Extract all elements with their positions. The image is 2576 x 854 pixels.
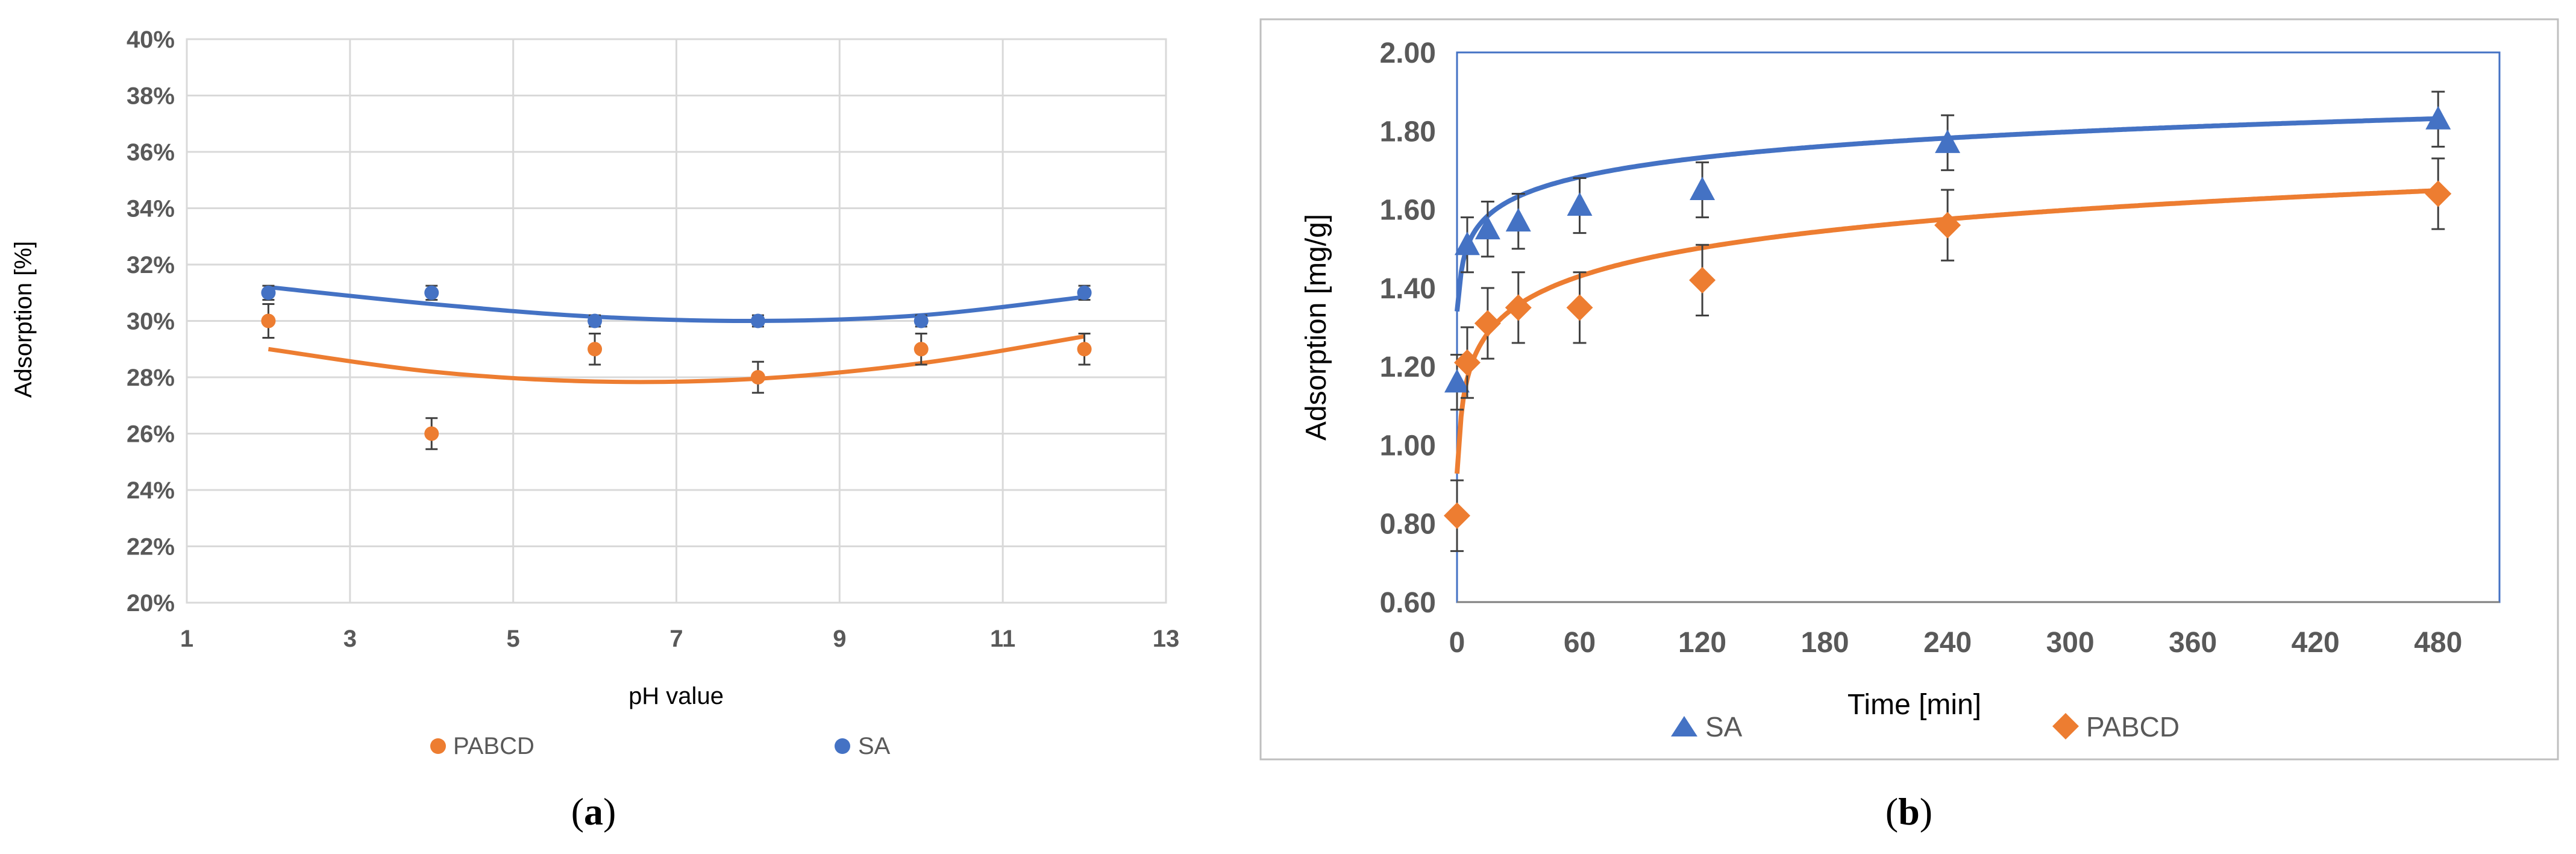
legend-b: SA PABCD [1671,711,2180,743]
point-pabcd [2425,180,2452,207]
y-tick-label: 22% [127,534,175,560]
x-tick-label: 1 [180,626,193,652]
x-tick-label: 360 [2169,627,2217,659]
x-tick-label: 300 [2046,627,2095,659]
y-tick-label: 20% [127,590,175,617]
legend-label-sa-a: SA [858,733,891,759]
point-sa [1454,231,1480,256]
point-pabcd [914,342,929,357]
y-tick-label: 1.00 [1380,430,1436,462]
point-sa [914,313,929,328]
y-axis-title-b: Adsorption [mg/g] [1300,214,1332,441]
y-tick-label: 24% [127,477,175,504]
y-tick-labels-a: 20% 22% 24% 26% 28% 30% 32% 34% 36% 38% 40% [127,27,175,617]
legend-label-pabcd-b: PABCD [2086,711,2180,743]
y-tick-label: 1.40 [1380,273,1436,305]
y-tick-label: 26% [127,421,175,448]
point-sa [750,313,765,328]
trendlines-a [268,284,1085,385]
point-pabcd [1474,310,1501,337]
legend-a: PABCD SA [430,733,891,759]
gridlines-a [187,38,1166,603]
trendline-sa [268,284,1085,324]
x-tick-label: 240 [1923,627,1972,659]
point-pabcd [750,370,765,385]
trendline-pabcd [268,334,1085,385]
y-tick-label: 0.60 [1380,587,1436,619]
y-tick-label: 34% [127,196,175,222]
point-pabcd [1444,502,1470,529]
legend-marker-pabcd-b [2052,713,2079,739]
point-pabcd [261,313,276,328]
y-tick-label: 1.80 [1380,116,1436,148]
data-points-b [1444,90,2452,552]
point-pabcd [424,426,439,441]
panel-label-a: (a) [571,790,616,833]
y-tick-label: 30% [127,309,175,335]
legend-marker-sa-a [835,738,850,754]
y-tick-label: 32% [127,252,175,278]
point-pabcd [1505,294,1532,321]
point-pabcd [1934,212,1961,239]
point-sa [588,313,603,328]
point-sa [1077,285,1092,300]
point-sa [1474,216,1500,240]
x-tick-label: 7 [669,626,683,652]
x-tick-label: 3 [343,626,357,652]
x-tick-label: 180 [1801,627,1849,659]
point-sa [1444,369,1470,393]
panel-label-b: (b) [1885,790,1932,833]
x-tick-label: 480 [2414,627,2462,659]
x-tick-label: 120 [1678,627,1726,659]
y-tick-labels-b: 0.60 0.80 1.00 1.20 1.40 1.60 1.80 2.00 [1380,37,1436,619]
point-sa [2425,105,2451,130]
point-pabcd [1077,342,1092,357]
x-axis-title-b: Time [min] [1847,689,1981,721]
x-tick-label: 60 [1564,627,1596,659]
point-sa [1567,192,1593,216]
y-tick-label: 36% [127,139,175,166]
x-tick-label: 5 [507,626,520,652]
x-tick-label: 11 [990,626,1015,652]
y-tick-label: 0.80 [1380,509,1436,541]
x-axis-title-a: pH value [628,683,724,709]
legend-label-pabcd-a: PABCD [453,733,534,759]
point-pabcd [588,342,603,357]
x-tick-labels-b: 0 60 120 180 240 300 360 420 480 [1449,627,2463,659]
y-axis-title-a: Adsorption [%] [10,241,37,398]
y-tick-label: 40% [127,27,175,53]
y-tick-label: 1.20 [1380,351,1436,383]
y-tick-label: 2.00 [1380,37,1436,69]
y-tick-label: 1.60 [1380,195,1436,227]
legend-marker-pabcd-a [430,738,446,754]
data-points-a [261,284,1092,450]
legend-marker-sa-b [1671,716,1697,736]
x-tick-labels-a: 1 3 5 7 9 11 13 [180,626,1179,652]
point-pabcd [1566,294,1593,321]
x-tick-label: 0 [1449,627,1465,659]
point-pabcd [1453,349,1481,376]
x-tick-label: 13 [1153,626,1180,652]
point-sa [424,285,439,300]
legend-label-sa-b: SA [1705,711,1743,743]
point-sa [261,285,276,300]
x-tick-label: 420 [2292,627,2340,659]
x-tick-label: 9 [833,626,846,652]
chart-panel-b: 0.60 0.80 1.00 1.20 1.40 1.60 1.80 2.00 0 60 120 1… [1259,18,2559,833]
y-tick-label: 38% [127,83,175,110]
point-sa [1690,177,1716,200]
y-tick-label: 28% [127,365,175,391]
point-pabcd [1689,266,1716,294]
point-sa [1505,208,1531,232]
point-sa [1935,129,1961,153]
